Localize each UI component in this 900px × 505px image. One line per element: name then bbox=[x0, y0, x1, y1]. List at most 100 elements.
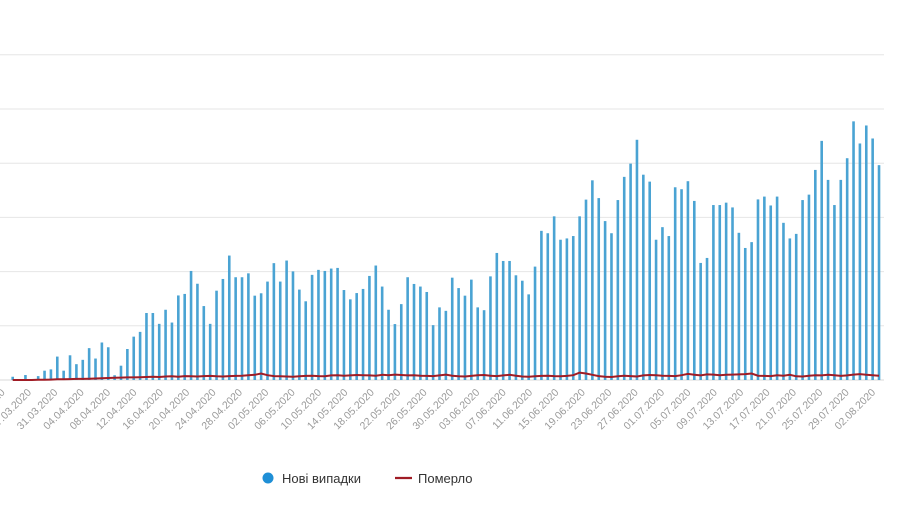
bar-new-cases bbox=[106, 347, 110, 380]
bar-new-cases bbox=[329, 268, 333, 380]
bar-new-cases bbox=[336, 267, 339, 380]
bar-new-cases bbox=[839, 179, 843, 380]
bar-new-cases bbox=[540, 230, 543, 380]
bar-new-cases bbox=[227, 255, 231, 380]
bar-new-cases bbox=[533, 266, 537, 380]
bar-new-cases bbox=[278, 281, 282, 380]
bar-new-cases bbox=[81, 359, 85, 380]
bar-new-cases bbox=[463, 295, 467, 380]
bar-new-cases bbox=[317, 269, 320, 380]
bar-new-cases bbox=[591, 180, 594, 380]
bar-new-cases bbox=[62, 370, 65, 380]
bar-new-cases bbox=[610, 233, 613, 380]
bar-new-cases bbox=[489, 276, 492, 380]
bar-new-cases bbox=[737, 232, 741, 380]
bar-new-cases bbox=[527, 294, 530, 380]
bar-new-cases bbox=[138, 331, 142, 380]
bar-new-cases bbox=[399, 304, 403, 380]
bar-new-cases bbox=[686, 181, 690, 380]
legend-item-new-cases[interactable]: Нові випадки bbox=[262, 471, 362, 486]
bar-new-cases bbox=[680, 189, 683, 380]
bar-new-cases bbox=[266, 281, 269, 380]
bar-new-cases bbox=[393, 324, 397, 380]
bar-new-cases bbox=[782, 222, 785, 380]
bar-new-cases bbox=[571, 236, 575, 380]
bar-new-cases bbox=[425, 291, 429, 380]
bar-new-cases bbox=[253, 295, 257, 380]
bar-new-cases bbox=[807, 194, 811, 380]
bar-new-cases bbox=[864, 125, 868, 380]
bar-new-cases bbox=[673, 187, 677, 380]
bar-new-cases bbox=[616, 200, 620, 380]
bar-new-cases bbox=[565, 238, 569, 380]
bar-new-cases bbox=[361, 288, 365, 380]
bar-new-cases bbox=[298, 289, 301, 380]
bar-new-cases bbox=[597, 198, 601, 380]
bar-new-cases bbox=[43, 370, 46, 380]
bar-new-cases bbox=[858, 143, 862, 380]
legend-label-new-cases: Нові випадки bbox=[282, 471, 361, 486]
bar-new-cases bbox=[36, 376, 40, 380]
bar-new-cases bbox=[654, 239, 658, 380]
bar-new-cases bbox=[94, 358, 97, 380]
bar-new-cases bbox=[603, 221, 607, 380]
bar-new-cases bbox=[304, 301, 308, 380]
bar-new-cases bbox=[661, 227, 664, 380]
bar-new-cases bbox=[788, 238, 792, 380]
bar-new-cases bbox=[177, 295, 180, 380]
bar-new-cases bbox=[145, 313, 148, 380]
bar-new-cases bbox=[877, 165, 881, 380]
bar-new-cases bbox=[482, 310, 486, 380]
bar-new-cases bbox=[705, 257, 709, 380]
bar-new-cases bbox=[438, 307, 441, 380]
bar-new-cases bbox=[151, 313, 155, 380]
bar-new-cases bbox=[495, 252, 499, 380]
bar-new-cases bbox=[157, 323, 161, 380]
bar-new-cases bbox=[374, 265, 378, 380]
bar-new-cases bbox=[450, 277, 454, 380]
legend-item-deaths[interactable]: Померло bbox=[395, 471, 473, 486]
bar-new-cases bbox=[259, 293, 263, 380]
bar-new-cases bbox=[699, 262, 702, 380]
bar-new-cases bbox=[635, 139, 639, 380]
bar-new-cases bbox=[291, 271, 295, 380]
bar-new-cases bbox=[629, 163, 632, 380]
bar-new-cases bbox=[743, 247, 747, 380]
bar-new-cases bbox=[24, 375, 27, 380]
bar-new-cases bbox=[470, 279, 473, 380]
bar-new-cases bbox=[419, 286, 422, 380]
bar-new-cases bbox=[508, 260, 511, 380]
bar-new-cases bbox=[87, 348, 91, 380]
bar-new-cases bbox=[119, 365, 123, 380]
bar-new-cases bbox=[801, 200, 804, 380]
bars-new-cases bbox=[11, 121, 881, 380]
bar-new-cases bbox=[775, 196, 779, 380]
bar-new-cases bbox=[769, 205, 773, 380]
bar-new-cases bbox=[75, 364, 78, 380]
x-axis-ticks: 19.03.202023.03.202027.03.202031.03.2020… bbox=[0, 387, 878, 433]
line-deaths bbox=[12, 371, 880, 381]
bar-new-cases bbox=[349, 299, 352, 380]
bar-new-cases bbox=[126, 348, 129, 380]
bar-new-cases bbox=[514, 275, 518, 380]
legend: Нові випадки Померло bbox=[262, 471, 473, 486]
bar-new-cases bbox=[310, 274, 314, 380]
bar-new-cases bbox=[457, 288, 460, 380]
bar-new-cases bbox=[387, 309, 390, 380]
bar-new-cases bbox=[189, 270, 193, 380]
bar-new-cases bbox=[68, 355, 72, 380]
bar-new-cases bbox=[724, 202, 728, 380]
bar-new-cases bbox=[342, 290, 346, 380]
bar-new-cases bbox=[718, 205, 722, 380]
bar-new-cases bbox=[100, 342, 104, 380]
bar-new-cases bbox=[642, 174, 645, 380]
bar-new-cases bbox=[692, 200, 696, 380]
bar-new-cases bbox=[285, 260, 288, 380]
bar-new-cases bbox=[833, 205, 836, 380]
bar-new-cases bbox=[215, 290, 218, 380]
bar-new-cases bbox=[444, 310, 448, 380]
bar-new-cases bbox=[132, 336, 136, 380]
bar-new-cases bbox=[412, 283, 416, 380]
bar-new-cases bbox=[756, 199, 760, 380]
